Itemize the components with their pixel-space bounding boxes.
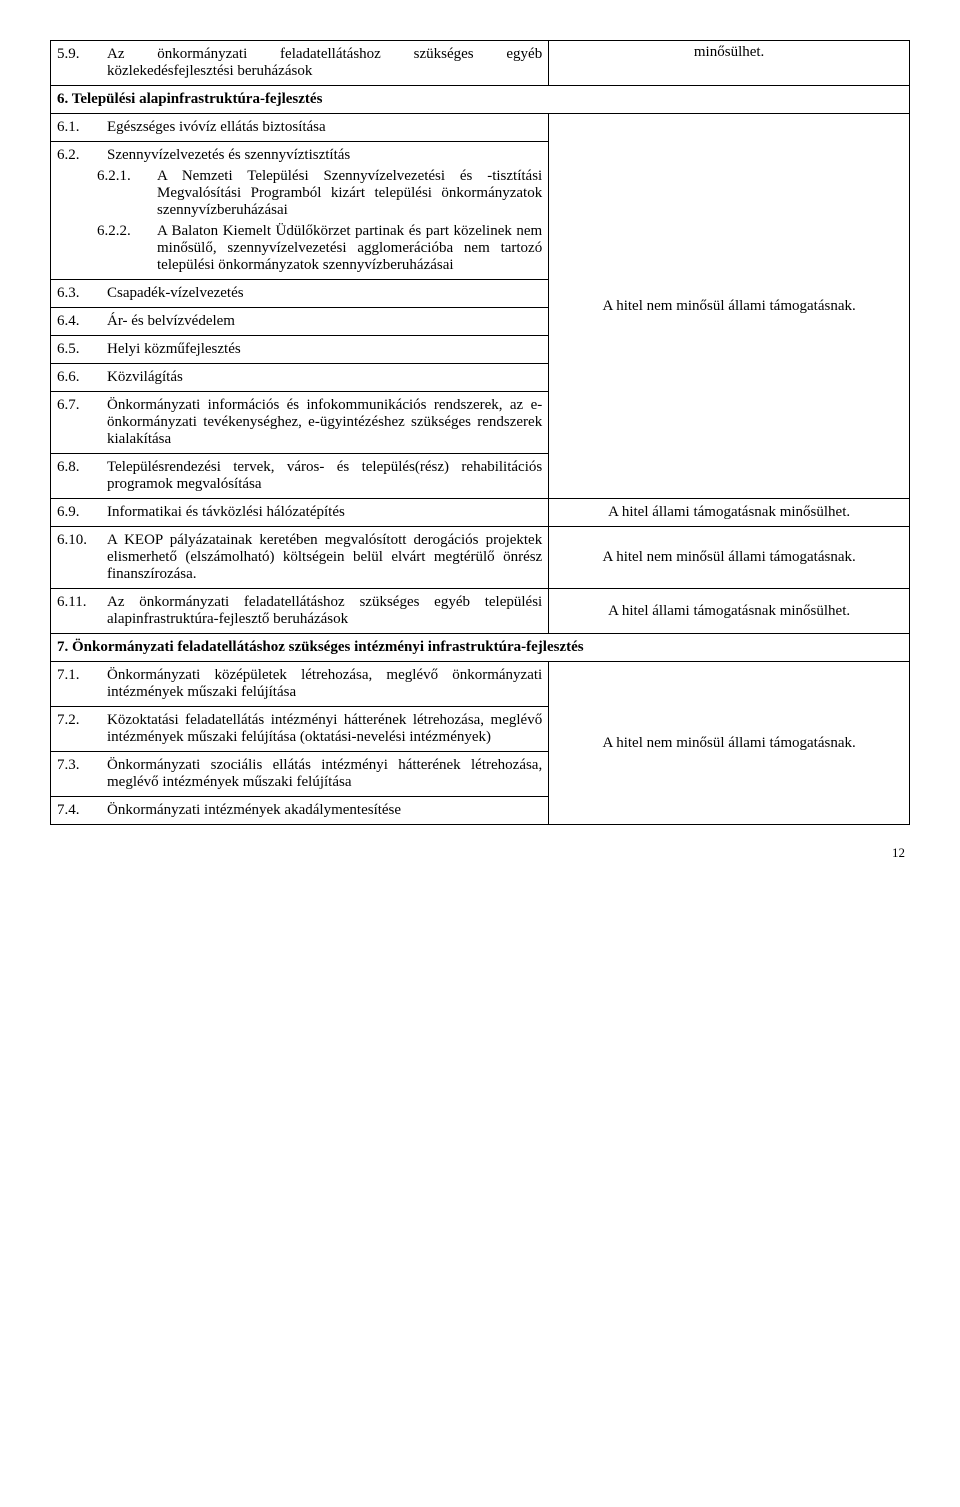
item-text: Településrendezési tervek, város- és tel…	[107, 459, 542, 493]
item-text: A KEOP pályázatainak keretében megvalósí…	[107, 532, 542, 583]
status-text: A hitel nem minősül állami támogatásnak.	[602, 298, 855, 314]
item-text: Az önkormányzati feladatellátáshoz szüks…	[107, 594, 542, 628]
item-num: 7.2.	[57, 712, 107, 746]
status-6-10: A hitel nem minősül állami támogatásnak.	[549, 527, 910, 589]
item-text: Informatikai és távközlési hálózatépítés	[107, 504, 542, 521]
item-num: 6.1.	[57, 119, 107, 136]
item-num: 7.1.	[57, 667, 107, 701]
cell-6-9: 6.9. Informatikai és távközlési hálózaté…	[51, 499, 549, 527]
item-text: Egészséges ivóvíz ellátás biztosítása	[107, 119, 542, 136]
cell-6-4: 6.4. Ár- és belvízvédelem	[51, 308, 549, 336]
cell-7-4: 7.4. Önkormányzati intézmények akadályme…	[51, 797, 549, 825]
cell-6-3: 6.3. Csapadék-vízelvezetés	[51, 280, 549, 308]
cell-6-2: 6.2. Szennyvízelvezetés és szennyvíztisz…	[51, 142, 549, 280]
item-text: Önkormányzati intézmények akadálymentesí…	[107, 802, 542, 819]
item-text: Közoktatási feladatellátás intézményi há…	[107, 712, 542, 746]
item-text: Önkormányzati középületek létrehozása, m…	[107, 667, 542, 701]
status-7-group: A hitel nem minősül állami támogatásnak.	[549, 662, 910, 825]
page-number: 12	[50, 845, 910, 861]
item-text: Ár- és belvízvédelem	[107, 313, 542, 330]
cell-6-8: 6.8. Településrendezési tervek, város- é…	[51, 454, 549, 499]
item-num: 6.11.	[57, 594, 107, 628]
item-text: Önkormányzati szociális ellátás intézmén…	[107, 757, 542, 791]
document-table: 5.9. Az önkormányzati feladatellátáshoz …	[50, 40, 910, 825]
cell-7-1: 7.1. Önkormányzati középületek létrehozá…	[51, 662, 549, 707]
status-text: A hitel nem minősül állami támogatásnak.	[602, 735, 855, 751]
item-num: 6.7.	[57, 397, 107, 448]
item-text: Közvilágítás	[107, 369, 542, 386]
item-num: 7.3.	[57, 757, 107, 791]
status-6-11: A hitel állami támogatásnak minősülhet.	[549, 589, 910, 634]
item-num: 6.3.	[57, 285, 107, 302]
subitem-text: A Balaton Kiemelt Üdülőkörzet partinak é…	[157, 223, 542, 274]
cell-7-3: 7.3. Önkormányzati szociális ellátás int…	[51, 752, 549, 797]
item-num: 6.6.	[57, 369, 107, 386]
item-text: Szennyvízelvezetés és szennyvíztisztítás	[107, 147, 542, 164]
cell-6-10: 6.10. A KEOP pályázatainak keretében meg…	[51, 527, 549, 589]
item-text: Csapadék-vízelvezetés	[107, 285, 542, 302]
section-title: 6. Települési alapinfrastruktúra-fejlesz…	[57, 91, 322, 107]
cell-6-7: 6.7. Önkormányzati információs és infoko…	[51, 392, 549, 454]
item-num: 6.2.	[57, 147, 107, 164]
item-num: 5.9.	[57, 46, 107, 80]
subitem-num: 6.2.1.	[97, 168, 157, 219]
section-title: 7. Önkormányzati feladatellátáshoz szüks…	[57, 639, 584, 655]
status-6-9: A hitel állami támogatásnak minősülhet.	[549, 499, 910, 527]
cell-6-6: 6.6. Közvilágítás	[51, 364, 549, 392]
section-6-header: 6. Települési alapinfrastruktúra-fejlesz…	[51, 86, 910, 114]
item-num: 6.4.	[57, 313, 107, 330]
cell-7-2: 7.2. Közoktatási feladatellátás intézmén…	[51, 707, 549, 752]
status-text: minősülhet.	[694, 44, 764, 60]
item-text: Helyi közműfejlesztés	[107, 341, 542, 358]
item-num: 6.9.	[57, 504, 107, 521]
section-7-header: 7. Önkormányzati feladatellátáshoz szüks…	[51, 634, 910, 662]
status-text: A hitel állami támogatásnak minősülhet.	[608, 603, 850, 619]
item-num: 7.4.	[57, 802, 107, 819]
item-num: 6.10.	[57, 532, 107, 583]
status-text: A hitel nem minősül állami támogatásnak.	[602, 549, 855, 565]
cell-5-9: 5.9. Az önkormányzati feladatellátáshoz …	[51, 41, 549, 86]
item-num: 6.5.	[57, 341, 107, 358]
subitem-text: A Nemzeti Települési Szennyvízelvezetési…	[157, 168, 542, 219]
status-6-group: A hitel nem minősül állami támogatásnak.	[549, 114, 910, 499]
subitem-num: 6.2.2.	[97, 223, 157, 274]
cell-6-1: 6.1. Egészséges ivóvíz ellátás biztosítá…	[51, 114, 549, 142]
cell-6-11: 6.11. Az önkormányzati feladatellátáshoz…	[51, 589, 549, 634]
cell-5-9-status: minősülhet.	[549, 41, 910, 86]
item-num: 6.8.	[57, 459, 107, 493]
status-text: A hitel állami támogatásnak minősülhet.	[608, 504, 850, 520]
item-text: Önkormányzati információs és infokommuni…	[107, 397, 542, 448]
cell-6-5: 6.5. Helyi közműfejlesztés	[51, 336, 549, 364]
item-text: Az önkormányzati feladatellátáshoz szüks…	[107, 46, 542, 80]
